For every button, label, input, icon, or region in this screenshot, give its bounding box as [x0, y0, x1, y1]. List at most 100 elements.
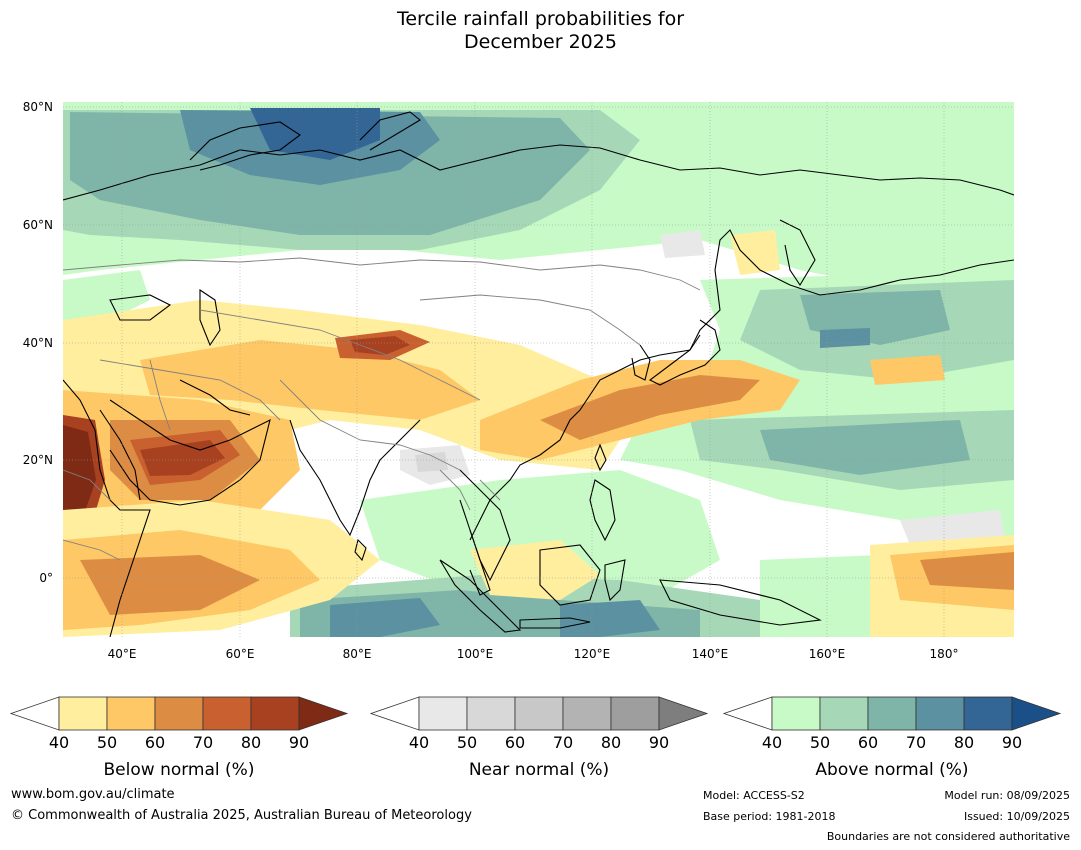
legend-1-under-triangle [369, 696, 420, 731]
latitude-labels: 80°N 60°N 40°N 20°N 0° [23, 100, 53, 585]
legend-2-swatch-2 [867, 696, 917, 731]
novaya-zemlya-coast [359, 111, 421, 151]
model-label: Model: ACCESS-S2 [703, 789, 805, 802]
legend-2-label: Above normal (%) [815, 760, 968, 780]
philippines-coast [589, 479, 616, 542]
legend-0-swatch-3 [202, 696, 252, 731]
legend-1-tick-2: 60 [505, 733, 525, 752]
legend-2-swatch-4 [963, 696, 1013, 731]
legend-0-swatch-4 [250, 696, 300, 731]
legend-2-tick-1: 50 [810, 733, 830, 752]
legend-0-under-triangle [9, 696, 60, 731]
legend-1-swatch-1 [466, 696, 516, 731]
sea-grey-patch [660, 230, 705, 258]
lon-label-160e: 160°E [809, 647, 846, 661]
southeast-asia-green [360, 470, 720, 610]
middle-east-borders [99, 359, 281, 431]
sulawesi-coast [604, 559, 626, 602]
legend-2-tick-4: 80 [954, 733, 974, 752]
legend-0-tick-1: 50 [97, 733, 117, 752]
west-pacific-south-green [760, 555, 880, 637]
grey-darker-patch [415, 452, 448, 472]
legend-1-label: Near normal (%) [469, 760, 609, 780]
okhotsk-yellow [730, 230, 780, 275]
title-line-1: Tercile rainfall probabilities for [396, 8, 685, 30]
lat-label-20n: 20°N [23, 453, 53, 467]
legend-2-swatch-3 [915, 696, 965, 731]
legend-0-tick-0: 40 [49, 733, 69, 752]
java-coast [519, 617, 591, 629]
indian-ocean-south-blue [330, 598, 440, 637]
russia-kazakh-border [63, 257, 701, 291]
legend-0-over-triangle [298, 696, 349, 731]
legend-1-swatch-0 [418, 696, 468, 731]
graticule [63, 102, 1014, 637]
china-deep-orange [540, 375, 760, 440]
pacific-coast-east-asia [469, 229, 1014, 541]
legend-1: 40 50 60 70 80 90 Near normal (%) [369, 696, 709, 780]
africa-horn-dark [63, 425, 96, 525]
black-caspian-coast [109, 288, 221, 347]
legend-0: 40 50 60 70 80 90 Below normal (%) [9, 696, 349, 780]
taiwan-coast [594, 443, 607, 472]
above-normal-shading [63, 102, 1014, 637]
west-pacific-teal [760, 420, 970, 475]
legend-0-tick-3: 70 [193, 733, 213, 752]
legend-0-tick-4: 80 [241, 733, 261, 752]
north-pacific-orange-patch [870, 355, 945, 385]
tibet-brown-core [350, 336, 410, 355]
pacific-dark-patch-2 [820, 328, 870, 348]
lon-label-180: 180° [930, 647, 959, 661]
legend-1-tick-1: 50 [457, 733, 477, 752]
sri-lanka-coast [354, 538, 367, 562]
lat-label-equator: 0° [39, 571, 53, 585]
legend-2-tick-2: 60 [858, 733, 878, 752]
title-line-2: December 2025 [464, 31, 617, 53]
central-asia-borders [199, 309, 481, 401]
pacific-equatorial-deep [920, 552, 1014, 590]
map-area [63, 102, 1014, 637]
pacific-grey-patch [900, 510, 1005, 545]
lon-label-100e: 100°E [457, 647, 494, 661]
arabia-coast [109, 399, 271, 506]
lat-label-80n: 80°N [23, 100, 53, 114]
legend-2-swatch-1 [819, 696, 869, 731]
africa-borders [63, 469, 121, 561]
legend-0-label: Below normal (%) [104, 760, 255, 780]
below-normal-shading [63, 230, 1014, 637]
red-sea-coast [99, 409, 141, 501]
issued-label: Issued: 10/09/2025 [963, 810, 1070, 823]
lon-label-60e: 60°E [226, 647, 255, 661]
iran-tibet-orange [140, 340, 480, 420]
country-boundaries [63, 257, 701, 561]
legend-1-tick-5: 90 [649, 733, 669, 752]
legend-1-tick-0: 40 [409, 733, 429, 752]
korea-coast [631, 344, 651, 381]
model-run-label: Model run: 08/09/2025 [944, 789, 1070, 802]
india-coast [289, 419, 421, 537]
lat-label-60n: 60°N [23, 218, 53, 232]
legend-1-over-triangle [658, 696, 709, 731]
website-link[interactable]: www.bom.gov.au/climate [11, 787, 175, 802]
lat-label-40n: 40°N [23, 336, 53, 350]
legend-1-swatch-3 [562, 696, 612, 731]
legend-1-tick-4: 80 [601, 733, 621, 752]
persian-gulf-coast [179, 379, 251, 416]
base-period-label: Base period: 1981-2018 [703, 810, 836, 823]
map-title: Tercile rainfall probabilities for Decem… [0, 8, 1081, 54]
legend-0-tick-5: 90 [289, 733, 309, 752]
lon-label-120e: 120°E [574, 647, 611, 661]
africa-east-coast [63, 379, 151, 637]
legend-2-tick-0: 40 [762, 733, 782, 752]
legend-1-swatch-2 [514, 696, 564, 731]
barents-dark-blue [250, 108, 380, 160]
legend-2-swatch-0 [771, 696, 821, 731]
lon-label-80e: 80°E [343, 647, 372, 661]
arabian-green [63, 270, 150, 330]
indian-ocean-deep-orange [80, 555, 260, 615]
coral-sea-blue [560, 600, 660, 637]
lon-label-140e: 140°E [692, 647, 729, 661]
legend-2-over-triangle [1011, 696, 1062, 731]
legend-2-tick-5: 90 [1002, 733, 1022, 752]
new-guinea-coast [659, 579, 822, 626]
